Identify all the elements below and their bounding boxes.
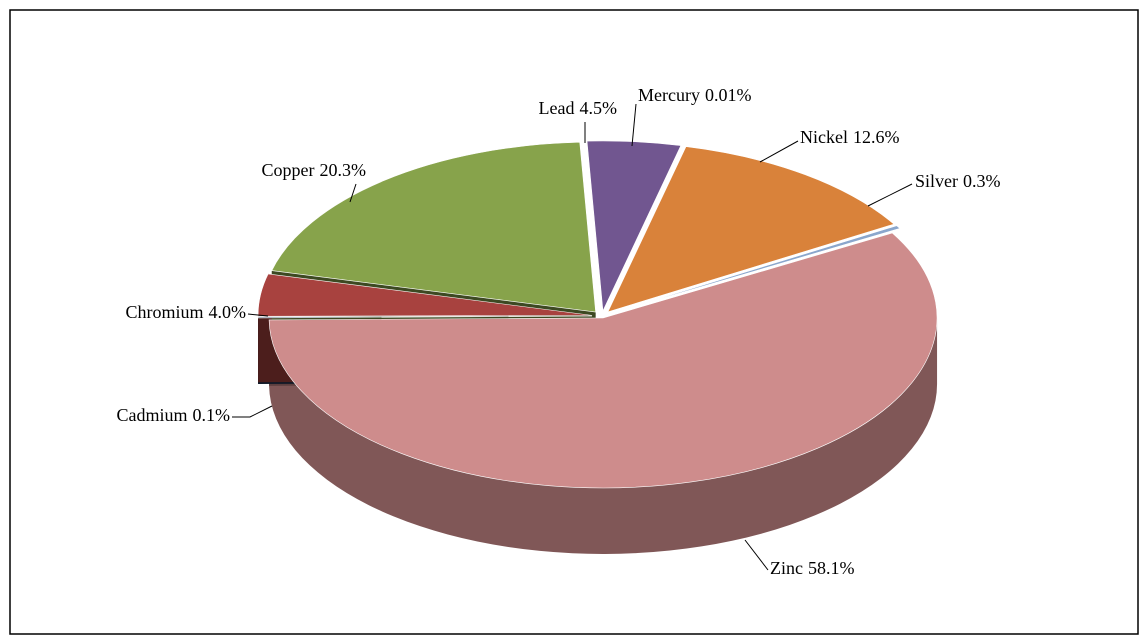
category-name: Chromium <box>125 302 203 322</box>
data-label: Mercury 0.01% <box>638 85 751 105</box>
data-label: Chromium 4.0% <box>125 302 246 322</box>
value-label: 4.0% <box>209 302 247 322</box>
slice-side <box>269 317 938 554</box>
leader-line <box>867 183 913 207</box>
leader-line <box>232 405 273 418</box>
slice <box>271 141 596 313</box>
data-label: Copper 20.3% <box>262 160 367 180</box>
data-label: Zinc 58.1% <box>770 558 855 578</box>
leader-line <box>247 313 269 317</box>
leader-line <box>759 140 799 163</box>
leader-line <box>631 103 637 147</box>
category-name: Zinc <box>770 558 803 578</box>
leader-line <box>744 539 769 571</box>
pie-tops <box>257 140 938 489</box>
category-name: Lead <box>539 98 575 118</box>
slice <box>257 315 593 319</box>
value-label: 0.1% <box>193 405 231 425</box>
category-name: Mercury <box>638 85 700 105</box>
data-label: Lead 4.5% <box>539 98 617 118</box>
value-label: 20.3% <box>320 160 367 180</box>
slice <box>257 273 593 317</box>
pie-labels: Zinc 58.1% Cadmium 0.1% Chromium 4.0% Copper 20… <box>117 85 1001 578</box>
category-name: Nickel <box>800 127 848 147</box>
slice <box>268 232 938 489</box>
value-label: 58.1% <box>808 558 855 578</box>
category-name: Cadmium <box>117 405 188 425</box>
data-label: Cadmium 0.1% <box>117 405 231 425</box>
value-label: 4.5% <box>580 98 618 118</box>
slice <box>586 140 682 313</box>
value-label: 12.6% <box>853 127 900 147</box>
category-name: Copper <box>262 160 315 180</box>
slice <box>607 146 895 313</box>
leader-line <box>349 183 357 203</box>
category-name: Silver <box>915 171 958 191</box>
data-label: Nickel 12.6% <box>800 127 899 147</box>
slice <box>610 225 901 314</box>
value-label: 0.01% <box>705 85 752 105</box>
data-label: Silver 0.3% <box>915 171 1001 191</box>
value-label: 0.3% <box>963 171 1001 191</box>
slice <box>604 145 683 312</box>
